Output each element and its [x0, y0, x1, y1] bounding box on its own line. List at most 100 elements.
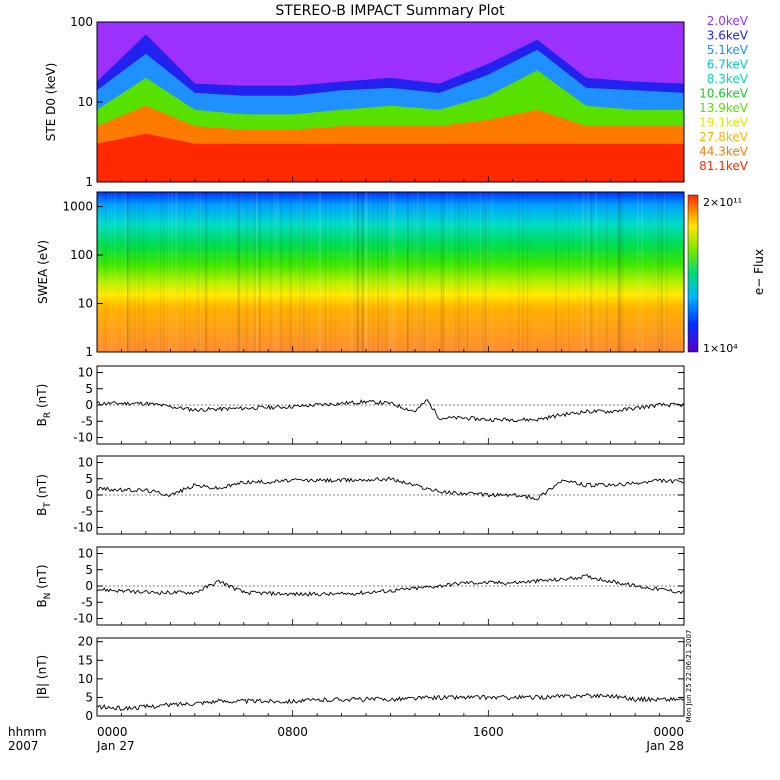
ste-ytick-label: 100 — [70, 15, 93, 29]
swea-streak — [595, 192, 597, 352]
swea-streak — [483, 192, 485, 352]
swea-streak — [484, 192, 487, 352]
bmag-ytick-label: 15 — [78, 653, 93, 667]
swea-streak — [104, 192, 106, 352]
swea-streak — [369, 192, 371, 352]
swea-streak — [384, 192, 387, 352]
swea-streak — [142, 192, 145, 352]
swea-streak — [134, 192, 136, 352]
swea-streak — [561, 192, 562, 352]
swea-streak — [255, 192, 258, 352]
ste-ylabel: STE D0 (keV) — [44, 63, 58, 142]
swea-streak — [621, 192, 624, 352]
swea-streak — [412, 192, 414, 352]
colorbar — [687, 194, 699, 353]
bt-ytick-label: 5 — [85, 472, 93, 486]
swea-streak — [175, 192, 178, 352]
bmag-trace — [97, 692, 684, 712]
swea-streak — [581, 192, 584, 352]
swea-streak — [320, 192, 321, 352]
swea-streak — [575, 192, 577, 352]
swea-streak — [274, 192, 276, 352]
bt-ytick-label: -5 — [81, 504, 93, 518]
swea-streak — [355, 192, 357, 352]
swea-streak — [661, 192, 664, 352]
bn-ylabel: BN (nT) — [35, 564, 53, 607]
swea-ytick-label: 1000 — [62, 200, 93, 214]
ste-legend: 2.0keV3.6keV5.1keV6.7keV8.3keV10.6keV13.… — [699, 14, 749, 173]
swea-streak — [114, 192, 116, 352]
swea-streak — [584, 192, 586, 352]
swea-streak — [163, 192, 165, 352]
swea-streak — [441, 192, 443, 352]
ste-legend-item: 44.3keV — [699, 145, 749, 159]
swea-streak — [458, 192, 460, 352]
ste-legend-item: 2.0keV — [707, 14, 749, 28]
swea-streak — [170, 192, 173, 352]
bmag-ytick-label: 5 — [85, 690, 93, 704]
swea-streak — [196, 192, 199, 352]
swea-streak — [479, 192, 482, 352]
swea-streak — [195, 192, 196, 352]
swea-streak — [657, 192, 659, 352]
swea-streak — [361, 192, 364, 352]
bt-trace — [97, 476, 684, 501]
swea-streak — [357, 192, 359, 352]
swea-streak — [372, 192, 374, 352]
swea-streak — [99, 192, 102, 352]
x-tick-label: 1600 — [473, 725, 504, 739]
bn-trace — [97, 574, 684, 597]
bmag-ytick-label: 0 — [85, 709, 93, 723]
ste-band-81.1keV — [97, 133, 684, 182]
swea-streak — [467, 192, 469, 352]
swea-streak — [259, 192, 261, 352]
ste-legend-item: 8.3keV — [707, 72, 749, 86]
swea-streak — [204, 192, 207, 352]
swea-ytick-label: 1 — [85, 345, 93, 359]
swea-streak — [296, 192, 298, 352]
bt-ytick-label: -10 — [73, 521, 93, 535]
swea-streak — [417, 192, 420, 352]
swea-streak — [368, 192, 370, 352]
swea-streak — [362, 192, 364, 352]
swea-streak — [407, 192, 409, 352]
swea-streak — [641, 192, 644, 352]
swea-streak — [206, 192, 208, 352]
swea-streak — [468, 192, 470, 352]
swea-streak — [522, 192, 524, 352]
swea-y-axis: 1 10 100 1000 — [62, 200, 103, 359]
swea-streak — [587, 192, 590, 352]
swea-streak — [127, 192, 129, 352]
swea-streak — [237, 192, 240, 352]
swea-ylabel: SWEA (eV) — [36, 240, 50, 304]
swea-streak — [239, 192, 241, 352]
swea-streak — [157, 192, 159, 352]
swea-streak — [418, 192, 420, 352]
swea-streak — [389, 192, 391, 352]
swea-streak — [252, 192, 253, 352]
ste-y-axis: 1 10 100 — [70, 15, 103, 189]
bt-ytick-label: 0 — [85, 488, 93, 502]
swea-streak — [299, 192, 302, 352]
ste-legend-item: 19.1keV — [699, 116, 749, 130]
swea-streak — [324, 192, 326, 352]
swea-streak — [446, 192, 448, 352]
swea-ytick-label: 100 — [70, 248, 93, 262]
swea-streak — [197, 192, 200, 352]
side-stamp: Mon Jun 25 22:06:21 2007 — [685, 630, 693, 723]
swea-ytick-label: 10 — [78, 297, 93, 311]
swea-streak — [460, 192, 462, 352]
swea-streak — [303, 192, 305, 352]
swea-streak — [664, 192, 666, 352]
bn-ytick-label: 0 — [85, 579, 93, 593]
br-ytick-label: 10 — [78, 366, 93, 380]
swea-streak — [619, 192, 622, 352]
swea-streak — [590, 192, 593, 352]
swea-streak — [426, 192, 428, 352]
swea-streak — [660, 192, 662, 352]
swea-streak — [407, 192, 410, 352]
ste-legend-item: 27.8keV — [699, 130, 749, 144]
swea-streak — [318, 192, 321, 352]
bn-ytick-label: -10 — [73, 612, 93, 626]
swea-streak — [618, 192, 620, 352]
